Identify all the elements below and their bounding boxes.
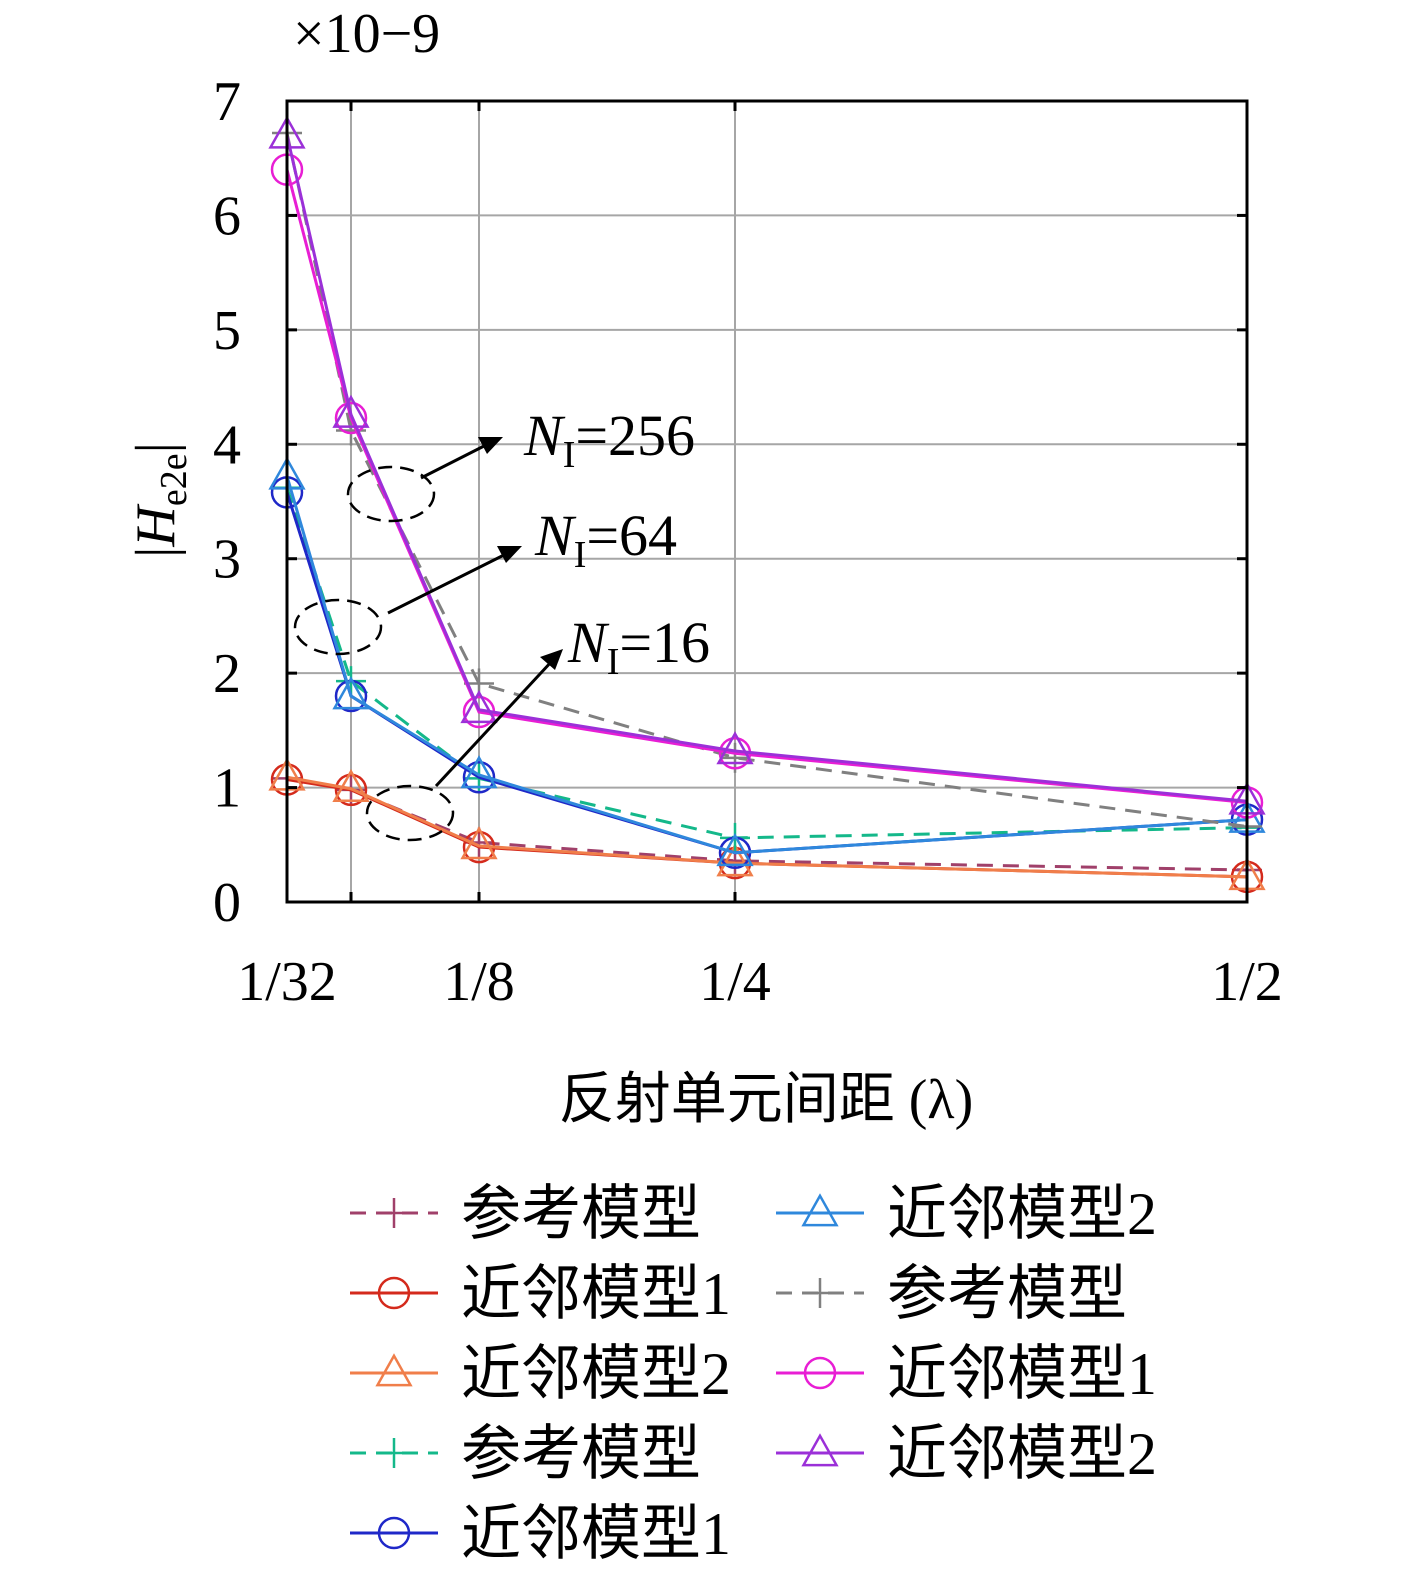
series-line — [285, 169, 1248, 804]
annotation-arrow-16 — [434, 659, 554, 788]
data-point — [460, 689, 498, 724]
legend-label: 近邻模型1 — [461, 1501, 731, 1567]
series-line — [285, 487, 1248, 840]
legend-marker — [801, 1433, 839, 1467]
legend-label: 近邻模型2 — [461, 1341, 731, 1407]
legend-item: 参考模型 — [350, 1181, 701, 1247]
legend: 参考模型近邻模型1近邻模型2参考模型近邻模型1近邻模型2参考模型近邻模型1近邻模… — [350, 1181, 1157, 1567]
series-line — [285, 475, 1248, 855]
y-multiplier: ×10−9 — [293, 3, 440, 65]
tick-marks — [285, 99, 1249, 904]
legend-item: 近邻模型1 — [776, 1341, 1157, 1407]
data-point — [332, 676, 370, 710]
y-tick-label: 6 — [213, 185, 241, 247]
plot-frame — [285, 99, 1249, 904]
data-point — [716, 832, 754, 867]
tick-labels: 0 1 2 3 4 5 6 7 1/32 1/8 1/4 1/2 — [213, 71, 1283, 1013]
legend-marker — [377, 1276, 411, 1310]
legend-label: 参考模型 — [887, 1261, 1127, 1327]
data-point — [462, 761, 496, 794]
legend-marker — [805, 1278, 835, 1308]
legend-marker — [379, 1198, 409, 1228]
annotation-arrowhead-256 — [478, 437, 503, 454]
series-0 — [272, 763, 1262, 885]
legend-label: 近邻模型2 — [887, 1421, 1157, 1487]
legend-marker — [379, 1438, 409, 1468]
series-8 — [268, 115, 1266, 815]
y-tick-label: 0 — [213, 872, 241, 934]
series-2 — [268, 757, 1266, 891]
legend-item: 近邻模型2 — [776, 1421, 1157, 1487]
data-point — [460, 755, 498, 789]
x-tick-label: 1/4 — [699, 951, 771, 1013]
legend-label: 近邻模型1 — [461, 1261, 731, 1327]
legend-item: 近邻模型1 — [350, 1501, 731, 1567]
x-tick-label: 1/8 — [443, 951, 515, 1013]
annotations: NI=256 NI=64 NI=16 — [293, 403, 710, 842]
annotation-arrowhead-64 — [497, 546, 522, 563]
data-point — [716, 843, 754, 877]
series-line — [285, 132, 1248, 828]
legend-item: 近邻模型2 — [350, 1341, 731, 1407]
legend-label: 参考模型 — [461, 1181, 701, 1247]
legend-marker — [801, 1193, 839, 1227]
annotation-arrow-256 — [420, 442, 489, 480]
legend-item: 参考模型 — [776, 1261, 1127, 1327]
annotation-label-256: NI=256 — [523, 403, 695, 476]
svg-text:|He2e|: |He2e| — [125, 442, 195, 558]
legend-marker — [377, 1516, 411, 1550]
series-line — [286, 776, 1248, 872]
y-tick-label: 3 — [213, 529, 241, 591]
data-point — [334, 773, 368, 807]
annotation-arrowhead-16 — [540, 649, 563, 670]
annotation-arrow-64 — [387, 551, 509, 615]
series-line — [286, 775, 1248, 879]
x-tick-label: 1/2 — [1211, 951, 1283, 1013]
legend-item: 近邻模型1 — [350, 1261, 731, 1327]
annotation-ellipse-16 — [365, 784, 455, 842]
annotation-label-64: NI=64 — [534, 503, 677, 576]
annotation-ellipse-64 — [293, 598, 383, 656]
legend-label: 近邻模型1 — [887, 1341, 1157, 1407]
y-tick-label: 4 — [213, 414, 241, 476]
data-point — [332, 768, 370, 803]
annotation-ellipse-256 — [346, 465, 436, 523]
y-tick-label: 2 — [213, 643, 241, 705]
series-layer — [268, 115, 1266, 894]
data-point — [460, 826, 498, 860]
series-7 — [270, 153, 1264, 819]
y-tick-label: 7 — [213, 71, 241, 133]
legend-marker — [375, 1353, 413, 1387]
x-axis-title: 反射单元间距 (λ) — [559, 1069, 973, 1131]
series-3 — [272, 472, 1262, 853]
legend-item: 近邻模型2 — [776, 1181, 1157, 1247]
series-5 — [268, 456, 1266, 867]
y-axis-title: |He2e| — [125, 442, 195, 558]
data-point — [334, 401, 368, 435]
data-point — [716, 731, 754, 765]
legend-item: 参考模型 — [350, 1421, 701, 1487]
legend-label: 参考模型 — [461, 1421, 701, 1487]
legend-marker — [803, 1356, 837, 1390]
data-point — [332, 394, 370, 428]
legend-label: 近邻模型2 — [887, 1181, 1157, 1247]
series-line — [285, 134, 1248, 803]
y-tick-label: 1 — [213, 758, 241, 820]
x-tick-label: 1/32 — [237, 951, 337, 1013]
annotation-label-16: NI=16 — [567, 610, 710, 683]
y-tick-label: 5 — [213, 300, 241, 362]
